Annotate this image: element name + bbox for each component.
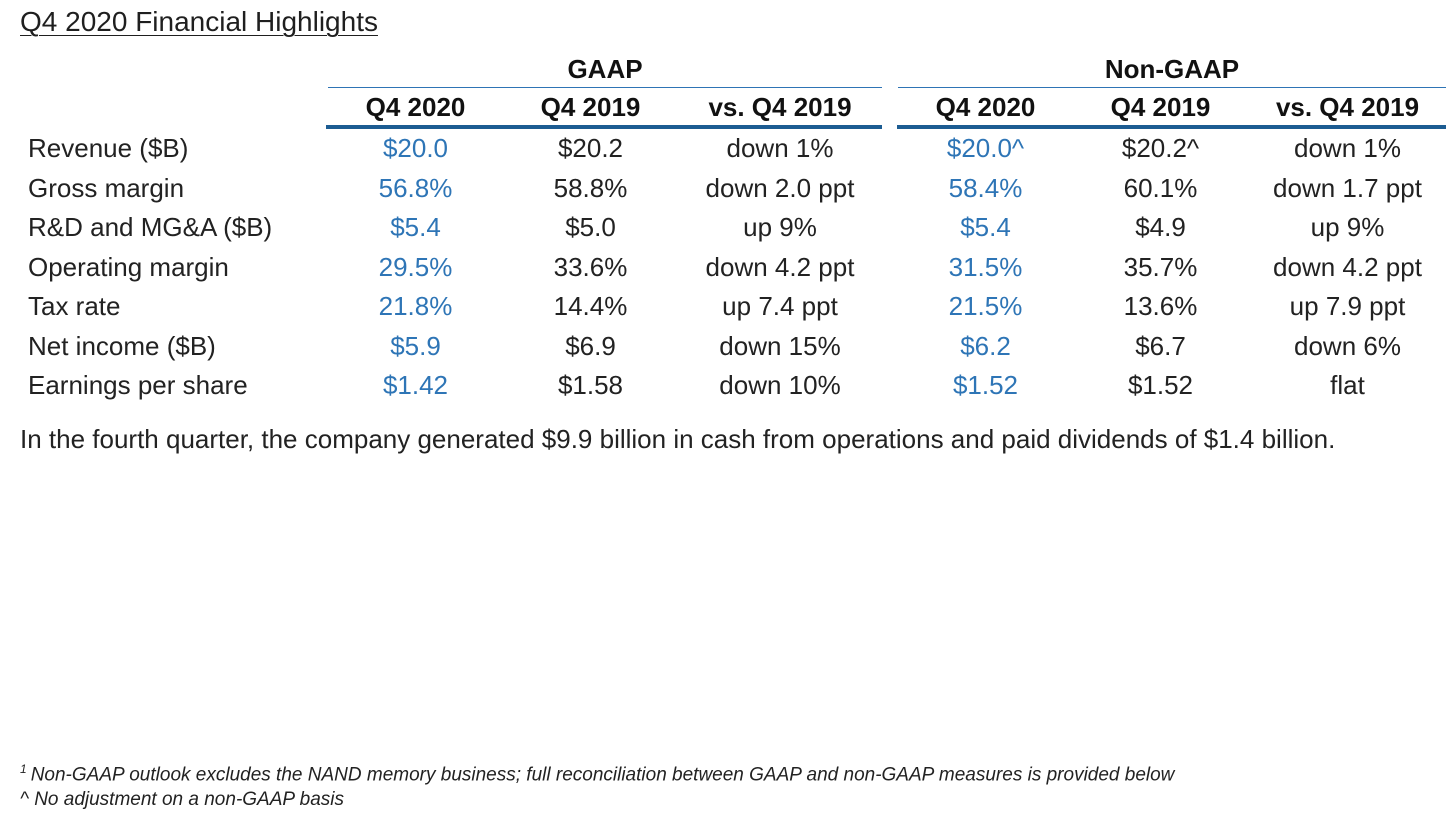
table-cell: 58.8% xyxy=(553,173,628,203)
row-label: Gross margin xyxy=(28,173,185,203)
table-cell: 21.8% xyxy=(378,291,453,321)
table-cell: flat xyxy=(1330,370,1365,400)
table-row: Tax rate 21.8% 14.4% up 7.4 ppt 21.5% 13… xyxy=(0,291,1455,330)
page-title: Q4 2020 Financial Highlights xyxy=(20,6,378,37)
table-cell: down 1.7 ppt xyxy=(1273,173,1422,203)
table-cell: 58.4% xyxy=(948,173,1023,203)
gaap-group-header: GAAP xyxy=(567,54,643,84)
row-label: Net income ($B) xyxy=(28,331,216,361)
table-cell: 56.8% xyxy=(378,173,453,203)
column-header-nongaap-q4-2019: Q4 2019 xyxy=(1110,92,1211,122)
table-cell: $4.9 xyxy=(1135,212,1186,242)
row-label: Operating margin xyxy=(28,252,229,282)
table-cell: $1.52 xyxy=(1127,370,1194,400)
footnote-1-text: Non-GAAP outlook excludes the NAND memor… xyxy=(30,764,1175,786)
table-cell: down 10% xyxy=(719,370,841,400)
column-header-gaap-vs-q4-2019: vs. Q4 2019 xyxy=(708,92,852,122)
footnote-marker: 1 xyxy=(20,762,27,776)
table-row: Gross margin 56.8% 58.8% down 2.0 ppt 58… xyxy=(0,173,1455,212)
table-cell: 21.5% xyxy=(948,291,1023,321)
column-header-nongaap-q4-2020: Q4 2020 xyxy=(935,92,1036,122)
row-label: R&D and MG&A ($B) xyxy=(28,212,273,242)
table-cell: down 1% xyxy=(1294,133,1401,163)
table-cell: $1.42 xyxy=(382,370,449,400)
table-row: Operating margin 29.5% 33.6% down 4.2 pp… xyxy=(0,252,1455,291)
table-cell: 35.7% xyxy=(1123,252,1198,282)
table-cell: $20.0^ xyxy=(946,133,1025,163)
table-cell: $5.4 xyxy=(390,212,441,242)
gaap-header-rule xyxy=(326,125,882,129)
table-cell: up 7.4 ppt xyxy=(722,291,838,321)
nongaap-header-rule xyxy=(897,125,1446,129)
table-cell: $20.2 xyxy=(557,133,624,163)
table-cell: 60.1% xyxy=(1123,173,1198,203)
nongaap-group-header: Non-GAAP xyxy=(1104,54,1240,84)
table-cell: down 4.2 ppt xyxy=(1273,252,1422,282)
table-cell: 31.5% xyxy=(948,252,1023,282)
table-cell: $6.7 xyxy=(1135,331,1186,361)
nongaap-group-divider xyxy=(898,87,1446,88)
table-cell: down 15% xyxy=(719,331,841,361)
table-cell: $1.52 xyxy=(952,370,1019,400)
table-cell: $5.4 xyxy=(960,212,1011,242)
table-cell: up 9% xyxy=(743,212,817,242)
gaap-group-divider xyxy=(328,87,882,88)
row-label: Tax rate xyxy=(28,291,121,321)
table-row: Net income ($B) $5.9 $6.9 down 15% $6.2 … xyxy=(0,331,1455,370)
table-cell: 14.4% xyxy=(553,291,628,321)
table-cell: 33.6% xyxy=(553,252,628,282)
table-cell: down 2.0 ppt xyxy=(705,173,855,203)
footnote-2: ^ No adjustment on a non-GAAP basis xyxy=(20,789,344,810)
column-header-gaap-q4-2019: Q4 2019 xyxy=(540,92,641,122)
table-row: R&D and MG&A ($B) $5.4 $5.0 up 9% $5.4 $… xyxy=(0,212,1455,251)
table-cell: $5.0 xyxy=(565,212,616,242)
table-cell: 29.5% xyxy=(378,252,453,282)
table-cell: down 1% xyxy=(726,133,834,163)
table-row: Revenue ($B) $20.0 $20.2 down 1% $20.0^ … xyxy=(0,133,1455,172)
table-cell: $20.2^ xyxy=(1121,133,1200,163)
table-cell: $6.9 xyxy=(565,331,616,361)
table-cell: $1.58 xyxy=(557,370,624,400)
table-cell: $5.9 xyxy=(390,331,441,361)
footnote-1: 1 Non-GAAP outlook excludes the NAND memo… xyxy=(20,762,1174,786)
table-cell: down 6% xyxy=(1294,331,1401,361)
column-header-gaap-q4-2020: Q4 2020 xyxy=(365,92,466,122)
table-cell: up 9% xyxy=(1310,212,1385,242)
column-header-nongaap-vs-q4-2019: vs. Q4 2019 xyxy=(1275,92,1420,122)
summary-text: In the fourth quarter, the company gener… xyxy=(20,424,1336,454)
table-cell: $6.2 xyxy=(960,331,1011,361)
row-label: Revenue ($B) xyxy=(28,133,189,163)
row-label: Earnings per share xyxy=(28,370,248,400)
table-cell: down 4.2 ppt xyxy=(705,252,855,282)
table-cell: up 7.9 ppt xyxy=(1289,291,1406,321)
table-cell: $20.0 xyxy=(382,133,449,163)
table-row: Earnings per share $1.42 $1.58 down 10% … xyxy=(0,370,1455,409)
table-cell: 13.6% xyxy=(1123,291,1198,321)
